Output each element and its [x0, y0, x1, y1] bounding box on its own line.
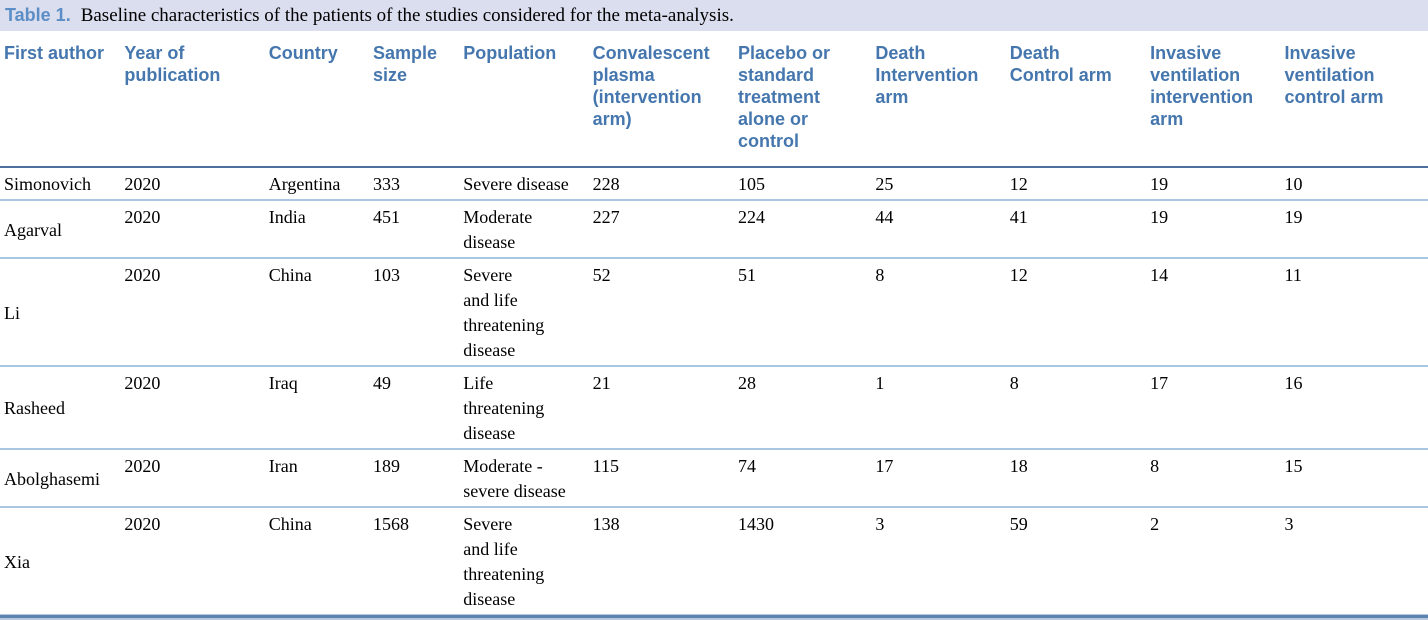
cell-death-control: 59: [1009, 514, 1028, 534]
cell-author: Rasheed: [0, 366, 125, 450]
cell-sample-size: 333: [373, 167, 464, 201]
cell-invasive-vent-intervention: 19: [1150, 167, 1285, 201]
title-bar: Table 1. Baseline characteristics of the…: [0, 0, 1428, 31]
cell-sample-size: 103: [373, 258, 464, 367]
cell-author: Agarval: [0, 200, 125, 259]
cell-convalescent-plasma: 52: [592, 258, 739, 367]
cell-invasive-vent-control: 19: [1284, 200, 1428, 259]
table-row-rasheed: Rasheed 2020 Iraq 49 Life threatening di…: [0, 366, 1428, 450]
table-caption: Baseline characteristics of the patients…: [80, 4, 734, 26]
cell-death-control: 18: [1009, 449, 1151, 508]
cell-invasive-vent-control: 16: [1284, 366, 1428, 450]
header-row: First author Year of publication Country…: [0, 40, 1428, 168]
cell-placebo-control: 74: [738, 449, 876, 508]
cell-year: 2020: [124, 366, 269, 450]
cell-placebo-control: 51: [738, 258, 876, 367]
cell-invasive-vent-intervention: 19: [1150, 200, 1285, 259]
cell-invasive-vent-control: 3: [1284, 514, 1294, 534]
cell-placebo-control: 224: [738, 200, 876, 259]
cell-population: Severe and life threatening disease: [463, 258, 593, 367]
cell-invasive-vent-control: 11: [1284, 258, 1428, 367]
cell-death-intervention: 8: [875, 258, 1010, 367]
cell-country: India: [268, 200, 374, 259]
cell-convalescent-plasma: 228: [592, 167, 739, 201]
column-header-invasive-vent-intervention: Invasive ventilation intervention arm: [1150, 40, 1285, 168]
column-header-placebo-control: Placebo or standard treatment alone or c…: [738, 40, 876, 168]
column-header-convalescent-plasma: Convalescent plasma (intervention arm): [592, 40, 739, 168]
cell-convalescent-plasma: 115: [592, 449, 739, 508]
cell-convalescent-plasma: 227: [592, 200, 739, 259]
cell-placebo-control: 1430: [738, 514, 775, 534]
cell-population: Severe disease: [463, 167, 593, 201]
cell-invasive-vent-intervention: 17: [1150, 366, 1285, 450]
cell-death-control: 41: [1009, 200, 1151, 259]
cell-death-intervention: 3: [875, 514, 885, 534]
cell-sample-size: 1568: [373, 514, 410, 534]
cell-sample-size: 189: [373, 449, 464, 508]
cell-year: 2020: [124, 449, 269, 508]
cell-population: Moderate disease: [463, 200, 593, 259]
cell-death-intervention: 17: [875, 449, 1010, 508]
cell-placebo-control: 105: [738, 167, 876, 201]
cell-country: Iran: [268, 449, 374, 508]
cell-death-intervention: 44: [875, 200, 1010, 259]
cell-death-control: 12: [1009, 167, 1151, 201]
cell-country: Argentina: [268, 167, 374, 201]
cell-sample-size: 451: [373, 200, 464, 259]
column-header-country: Country: [268, 40, 374, 168]
cell-invasive-vent-intervention: 14: [1150, 258, 1285, 367]
column-header-sample-size: Sample size: [373, 40, 464, 168]
column-header-death-intervention: Death Intervention arm: [875, 40, 1010, 168]
cell-death-control: 8: [1009, 366, 1151, 450]
cell-convalescent-plasma: 21: [592, 366, 739, 450]
table-row-simonovich: Simonovich 2020 Argentina 333 Severe dis…: [0, 167, 1428, 201]
cell-death-intervention: 1: [875, 366, 1010, 450]
column-header-first-author: First author: [0, 40, 125, 168]
cell-convalescent-plasma: 138: [592, 514, 620, 534]
baseline-characteristics-table: First author Year of publication Country…: [0, 40, 1428, 614]
cell-author: Xia: [4, 551, 30, 572]
cell-population: Moderate - severe disease: [463, 449, 593, 508]
cell-year: 2020: [124, 167, 269, 201]
table-number-label: Table 1.: [5, 5, 71, 25]
cell-year: 2020: [124, 514, 161, 534]
column-header-invasive-vent-control: Invasive ventilation control arm: [1284, 40, 1428, 168]
cell-year: 2020: [124, 200, 269, 259]
table-row-xia: Xia 2020 China 1568 Severe and life thre…: [0, 507, 1428, 614]
column-header-year: Year of publication: [124, 40, 269, 168]
table-row-agarval: Agarval 2020 India 451 Moderate disease …: [0, 200, 1428, 259]
column-header-death-control: Death Control arm: [1009, 40, 1151, 168]
cell-country: Iraq: [268, 366, 374, 450]
table-row-li: Li 2020 China 103 Severe and life threat…: [0, 258, 1428, 367]
cell-placebo-control: 28: [738, 366, 876, 450]
cell-author: Simonovich: [0, 167, 125, 201]
cell-invasive-vent-control: 10: [1284, 167, 1428, 201]
cell-invasive-vent-intervention: 2: [1150, 514, 1160, 534]
cell-population: Severe and life threatening disease: [463, 514, 545, 609]
cell-population: Life threatening disease: [463, 366, 593, 450]
cell-invasive-vent-control: 15: [1284, 449, 1428, 508]
column-header-population: Population: [463, 40, 593, 168]
table-bottom-rule: [0, 614, 1428, 620]
cell-death-control: 12: [1009, 258, 1151, 367]
cell-invasive-vent-intervention: 8: [1150, 449, 1285, 508]
cell-author: Abolghasemi: [0, 449, 125, 508]
table-row-abolghasemi: Abolghasemi 2020 Iran 189 Moderate - sev…: [0, 449, 1428, 508]
cell-death-intervention: 25: [875, 167, 1010, 201]
cell-country: China: [268, 514, 312, 534]
cell-year: 2020: [124, 258, 269, 367]
cell-country: China: [268, 258, 374, 367]
cell-sample-size: 49: [373, 366, 464, 450]
cell-author: Li: [0, 258, 125, 367]
